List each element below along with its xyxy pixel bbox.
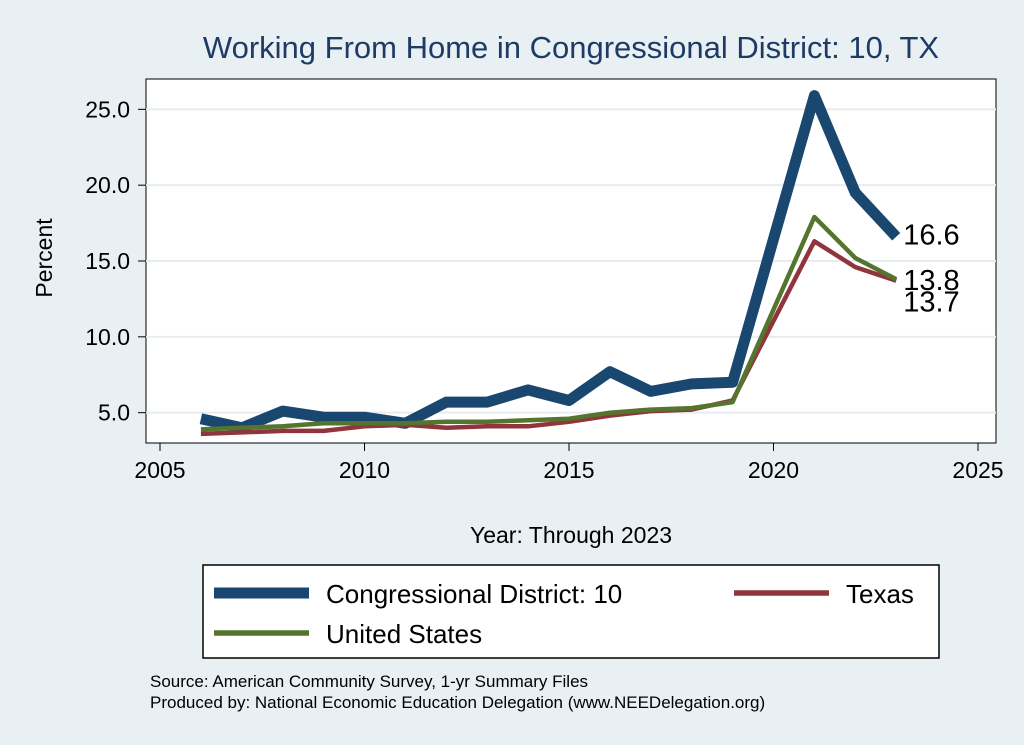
series-lines xyxy=(199,90,901,437)
x-tick-label: 2015 xyxy=(543,457,594,483)
x-axis-title: Year: Through 2023 xyxy=(470,522,672,548)
x-tick-label: 2020 xyxy=(748,457,799,483)
y-tick-label: 15.0 xyxy=(85,248,130,274)
x-tick-label: 2005 xyxy=(134,457,185,483)
y-tick-label: 10.0 xyxy=(85,324,130,350)
end-label-0: 16.6 xyxy=(903,220,959,252)
x-axis: 2005 2010 2015 2020 2025 xyxy=(134,443,1004,483)
legend-box xyxy=(202,564,940,659)
end-label-2: 13.8 xyxy=(903,265,959,297)
end-label-1: 13.7 xyxy=(903,287,959,319)
chart-title: Working From Home in Congressional Distr… xyxy=(203,30,940,65)
x-tick-label: 2010 xyxy=(339,457,390,483)
y-tick-label: 20.0 xyxy=(85,172,130,198)
series-line-2 xyxy=(200,214,898,432)
series-line-0 xyxy=(199,90,901,434)
y-tick-label: 25.0 xyxy=(85,96,130,122)
x-tick-label: 2025 xyxy=(952,457,1003,483)
legend-label-2: United States xyxy=(326,619,482,649)
y-axis-title: Percent xyxy=(31,218,57,298)
legend-label-1: Texas xyxy=(846,579,914,609)
legend-label-0: Congressional District: 10 xyxy=(326,579,622,609)
source-note: Source: American Community Survey, 1-yr … xyxy=(150,672,588,691)
end-labels: 16.6 13.713.8 xyxy=(903,220,959,319)
y-tick-label: 5.0 xyxy=(98,400,130,426)
legend: Congressional District: 10 Texas United St… xyxy=(214,579,914,649)
series-line-1 xyxy=(200,239,897,437)
y-axis: 5.0 10.0 15.0 20.0 25.0 xyxy=(85,96,146,426)
producer-note: Produced by: National Economic Education… xyxy=(150,693,765,712)
